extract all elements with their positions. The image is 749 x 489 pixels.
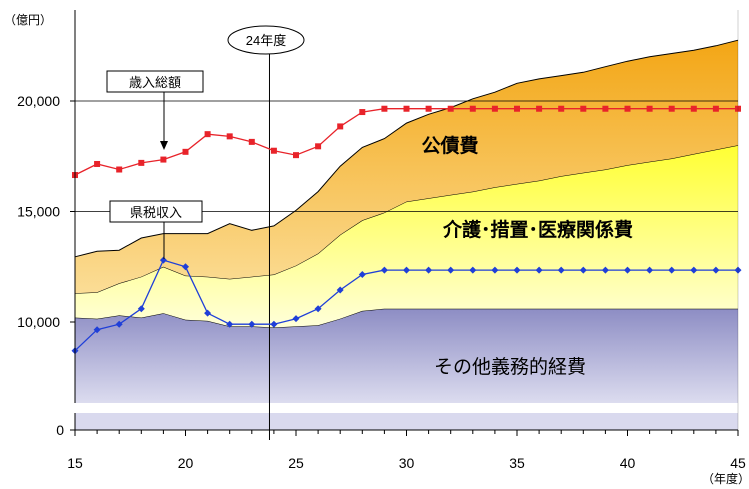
- x-tick-label: 35: [509, 455, 525, 471]
- series-1-point: [734, 266, 742, 274]
- series-0-point: [359, 109, 366, 116]
- y-tick-label: 20,000: [17, 93, 60, 109]
- reference-year-label: 24年度: [246, 33, 286, 48]
- series-0-point: [293, 152, 299, 159]
- series-0-point: [403, 105, 410, 112]
- line-series: [71, 105, 742, 355]
- series-0-point: [248, 138, 255, 145]
- x-tick-label: 25: [288, 455, 304, 471]
- callout-arrowhead-revenue: [160, 141, 168, 150]
- series-0-point: [116, 166, 123, 173]
- broken-axis-strip: [75, 413, 738, 430]
- series-0-point: [138, 159, 145, 166]
- x-tick-label: 15: [67, 455, 83, 471]
- callout-tax: 県税収入: [130, 205, 182, 220]
- series-1-point: [469, 266, 477, 274]
- series-0-point: [580, 105, 587, 112]
- series-1-point: [712, 266, 720, 274]
- series-0-point: [646, 105, 653, 112]
- series-0-point: [226, 133, 233, 140]
- series-1-point: [579, 266, 587, 274]
- series-1-point: [226, 320, 234, 328]
- series-1-point: [248, 320, 256, 328]
- series-0-point: [491, 105, 498, 112]
- callout-box-tax: [109, 200, 203, 223]
- band-debt-service-edge: [74, 39, 739, 258]
- series-0-point: [447, 105, 454, 112]
- band-care-medical: [75, 145, 738, 328]
- series-1-point: [646, 266, 654, 274]
- series-0-point: [469, 105, 476, 112]
- y-unit-label: （億円）: [4, 13, 52, 27]
- lower-strip-fill: [75, 413, 738, 430]
- band-label-debt: 公債費: [421, 134, 478, 157]
- series-1-point: [491, 266, 499, 274]
- series-0-point: [160, 156, 167, 163]
- series-1-point: [403, 266, 410, 274]
- series-1-point: [159, 256, 167, 264]
- series-1-point: [358, 270, 366, 278]
- series-1-point: [270, 320, 278, 328]
- series-0-point: [514, 105, 520, 112]
- series-1-point: [513, 266, 521, 274]
- series-0-point: [94, 160, 101, 167]
- band-label-other: その他義務的経費: [434, 356, 586, 378]
- series-1-point: [137, 305, 145, 313]
- series-0-point: [624, 105, 631, 112]
- series-1-point: [690, 266, 698, 274]
- series-1-point: [447, 266, 455, 274]
- tick-labels: 15 20 25 30 35 40 45 0 10,000 15,000 20,000: [17, 93, 746, 471]
- series-0-point: [558, 105, 565, 112]
- series-1-point: [668, 266, 676, 274]
- reference-year-bubble: [227, 25, 305, 55]
- series-0-point: [536, 105, 543, 112]
- series-1-point: [93, 326, 101, 334]
- series-0-point: [602, 105, 609, 112]
- callout-revenue: 歳入総額: [129, 75, 181, 90]
- series-0-point: [270, 147, 277, 154]
- band-label-care: 介護･措置･医療関係費: [442, 218, 633, 241]
- axes: [70, 10, 739, 436]
- band-debt-service: [75, 40, 738, 294]
- y-tick-label: 10,000: [17, 314, 60, 330]
- series-1-point: [557, 266, 565, 274]
- series-1-point: [314, 305, 322, 313]
- series-0-point: [182, 148, 189, 155]
- x-tick-label: 45: [730, 455, 746, 471]
- series-0-point: [735, 105, 741, 112]
- series-1-point: [601, 266, 609, 274]
- series-1-point: [380, 266, 388, 274]
- series-1-point: [624, 266, 631, 274]
- x-tick-label: 40: [620, 455, 636, 471]
- x-tick-label: 20: [178, 455, 194, 471]
- series-1-point: [535, 266, 543, 274]
- series-0-point: [425, 105, 432, 112]
- y-tick-label: 0: [56, 422, 64, 438]
- series-0-point: [712, 105, 719, 112]
- series-1-point: [204, 309, 212, 317]
- x-tick-label: 30: [399, 455, 415, 471]
- callout-box-revenue: [106, 70, 204, 93]
- series-1-point: [425, 266, 433, 274]
- y-tick-label: 15,000: [17, 204, 60, 220]
- series-0-point: [204, 131, 211, 138]
- series-1-point: [115, 320, 123, 328]
- series-1-point: [182, 263, 189, 271]
- series-0-point: [381, 105, 388, 112]
- series-0-point: [690, 105, 697, 112]
- x-unit-label: （年度）: [702, 471, 749, 486]
- series-0-point: [315, 143, 322, 150]
- series-1-point: [336, 286, 344, 294]
- series-1-point: [292, 315, 300, 323]
- area-bands: [74, 10, 739, 403]
- band-other-expenses: [75, 308, 738, 403]
- series-0-point: [337, 123, 344, 130]
- series-0-point: [668, 105, 675, 112]
